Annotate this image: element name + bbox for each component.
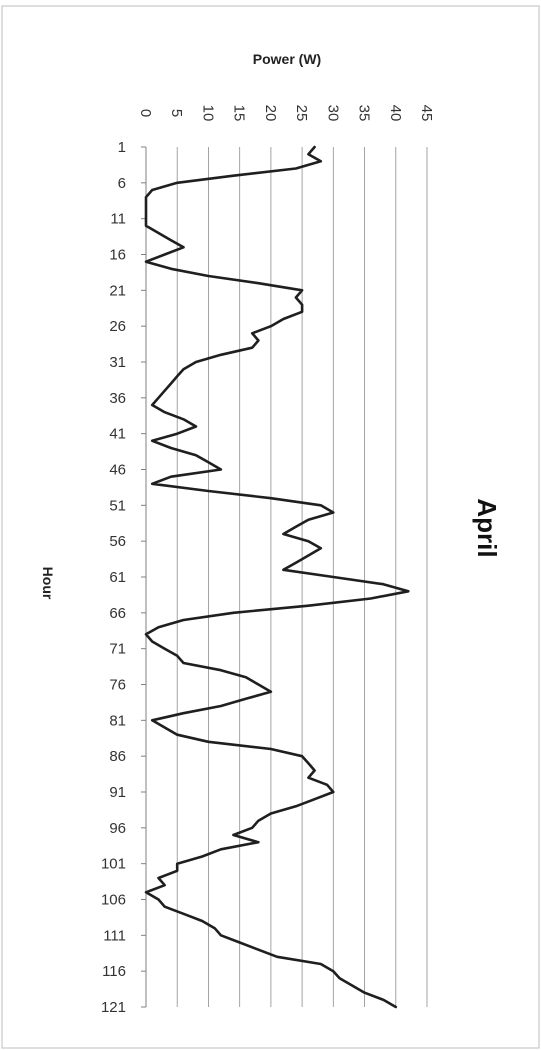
- x-tick-label: 21: [109, 282, 126, 299]
- x-tick-label: 51: [109, 497, 126, 514]
- series-layer: [144, 145, 410, 1009]
- x-tick-label: 16: [109, 247, 126, 264]
- y-tick-label: 40: [387, 105, 404, 122]
- y-tick-label: 5: [168, 109, 185, 117]
- y-tick-label: 30: [324, 105, 341, 122]
- x-tick-label: 46: [109, 462, 126, 479]
- y-tick-label: 35: [356, 105, 373, 122]
- x-tick-label: 106: [101, 892, 126, 909]
- x-tick-label: 36: [109, 390, 126, 407]
- x-tick-label: 116: [102, 963, 126, 980]
- power-series-line: [144, 145, 410, 1009]
- y-tick-label: 25: [293, 105, 310, 122]
- x-tick-label: 86: [109, 748, 126, 765]
- x-tick-label: 91: [109, 784, 126, 801]
- x-tick-label: 121: [101, 999, 126, 1016]
- x-tick-label: 71: [109, 641, 126, 658]
- y-tick-label: 45: [418, 105, 435, 122]
- x-tick-label: 111: [103, 927, 126, 944]
- x-tick-label: 61: [109, 569, 126, 586]
- chart-title: April: [472, 498, 502, 557]
- x-tick-label: 66: [109, 605, 126, 622]
- y-tick-label: 10: [199, 105, 216, 122]
- x-tick-label: 31: [109, 354, 126, 371]
- y-tick-label: 15: [231, 105, 248, 122]
- x-tick-label: 26: [109, 318, 126, 335]
- x-tick-label: 96: [109, 820, 126, 837]
- axes: [141, 146, 147, 1008]
- y-axis-title: Power (W): [253, 51, 321, 67]
- y-tick-label: 0: [137, 109, 154, 117]
- y-tick-label: 20: [262, 105, 279, 122]
- x-tick-label: 76: [109, 677, 126, 694]
- x-axis-title: Hour: [40, 567, 56, 600]
- x-tick-label: 41: [109, 426, 126, 443]
- x-tick-label: 56: [109, 533, 126, 550]
- x-tick-label: 6: [118, 175, 126, 192]
- x-tick-label: 101: [101, 856, 126, 873]
- x-tick-label: 11: [110, 211, 126, 228]
- x-tick-label: 81: [109, 712, 126, 729]
- x-tick-label: 1: [118, 139, 126, 156]
- tick-labels: 0 5 10 15 20 25 30 35 40 451611162126313641465156…: [101, 105, 435, 1016]
